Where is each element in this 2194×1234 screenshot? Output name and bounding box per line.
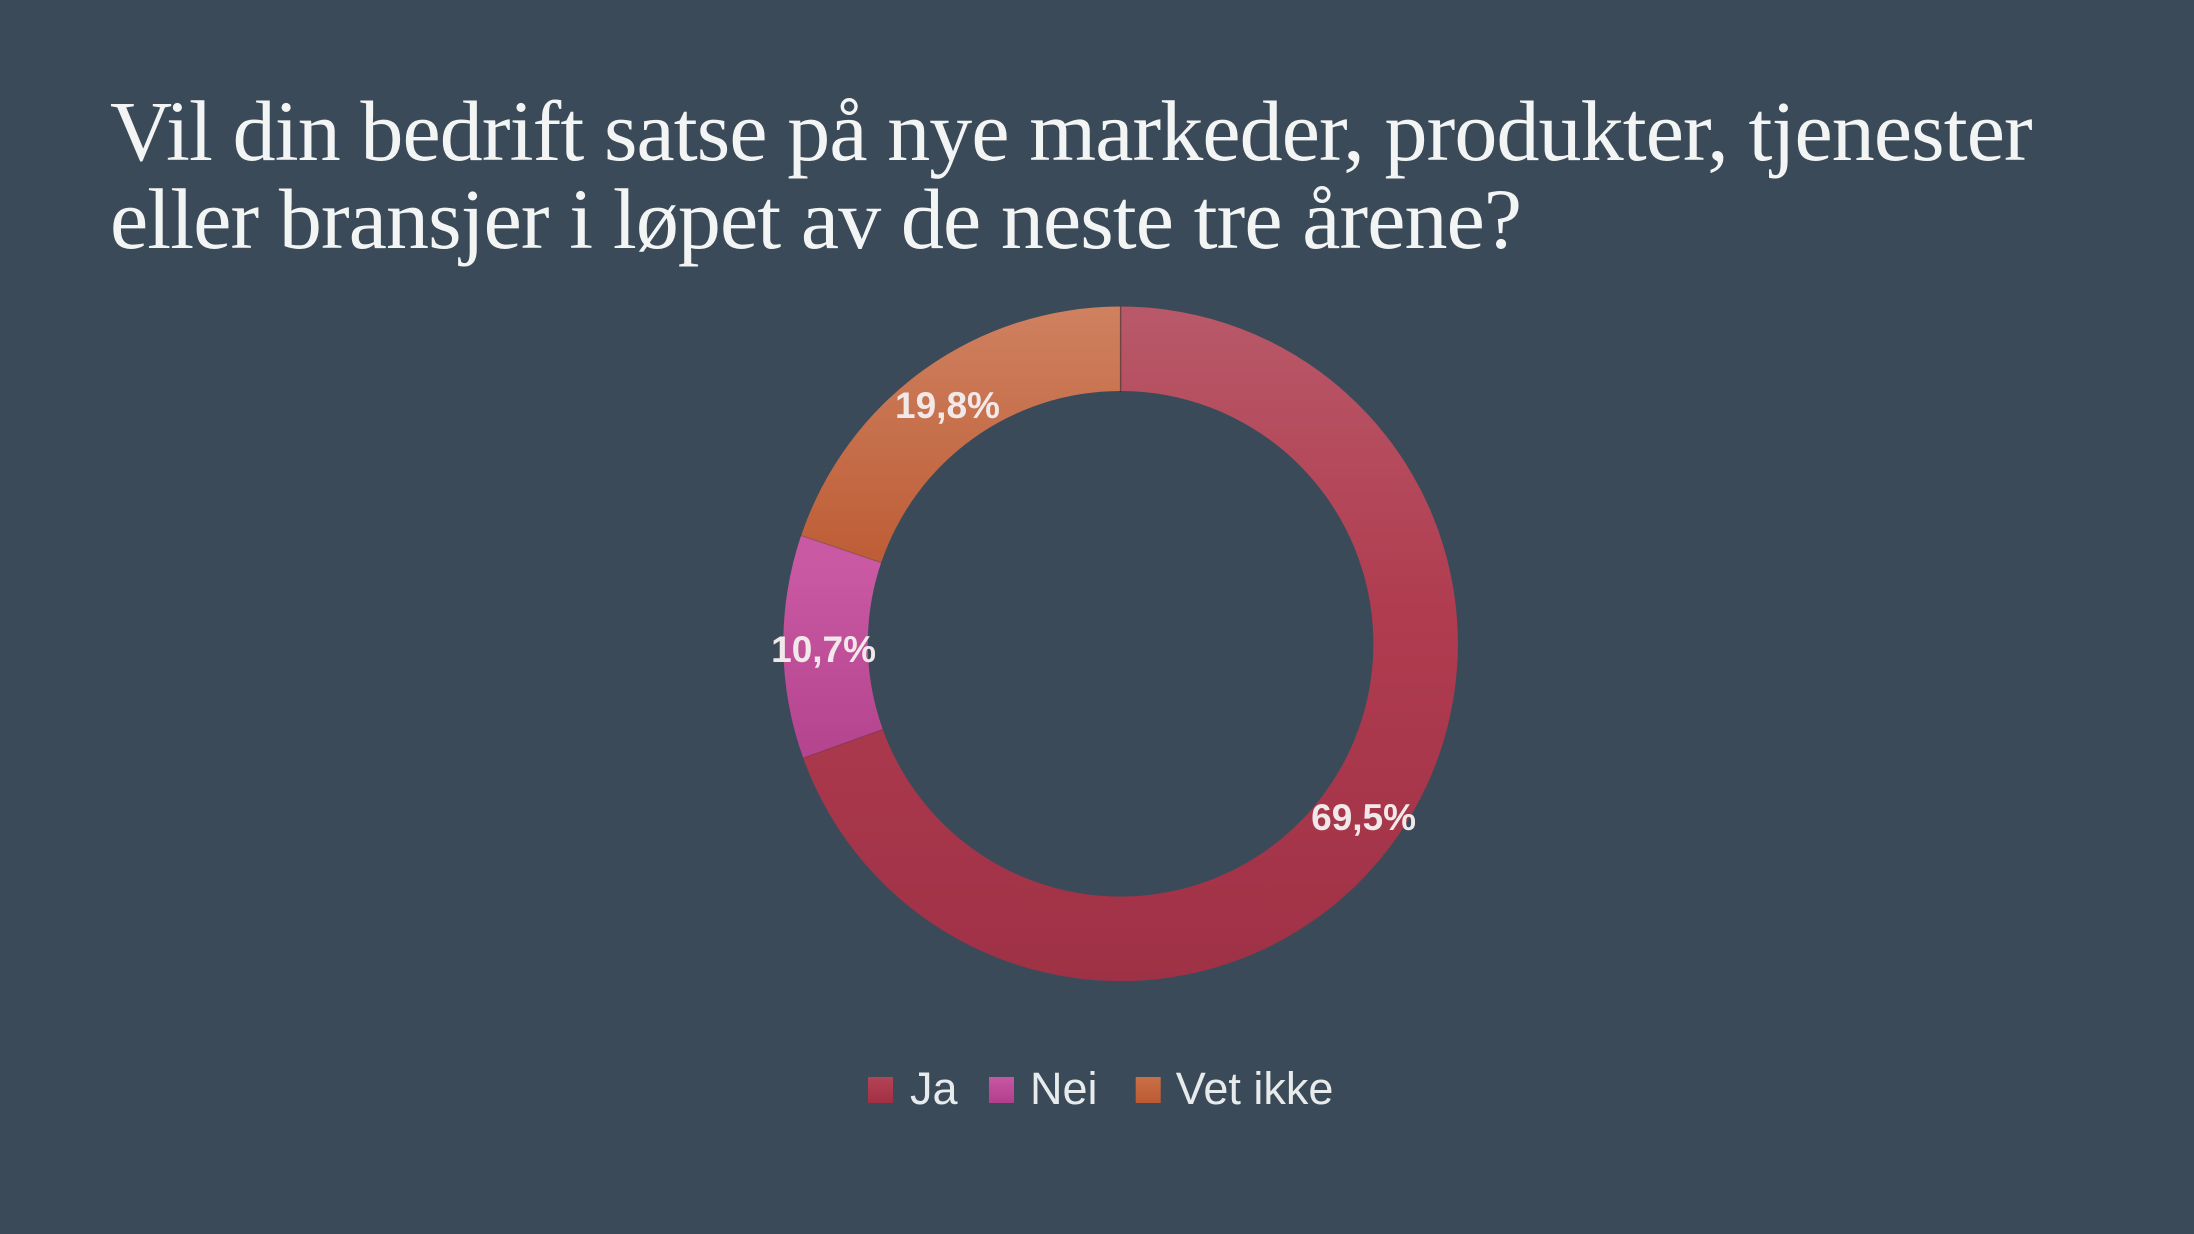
svg-text:69,5%: 69,5% [1311,797,1416,838]
svg-text:10,7%: 10,7% [771,629,876,670]
svg-text:Nei: Nei [1030,1063,1098,1114]
svg-text:Vet ikke: Vet ikke [1176,1063,1334,1114]
svg-text:Ja: Ja [910,1063,959,1114]
svg-text:19,8%: 19,8% [895,385,1000,426]
